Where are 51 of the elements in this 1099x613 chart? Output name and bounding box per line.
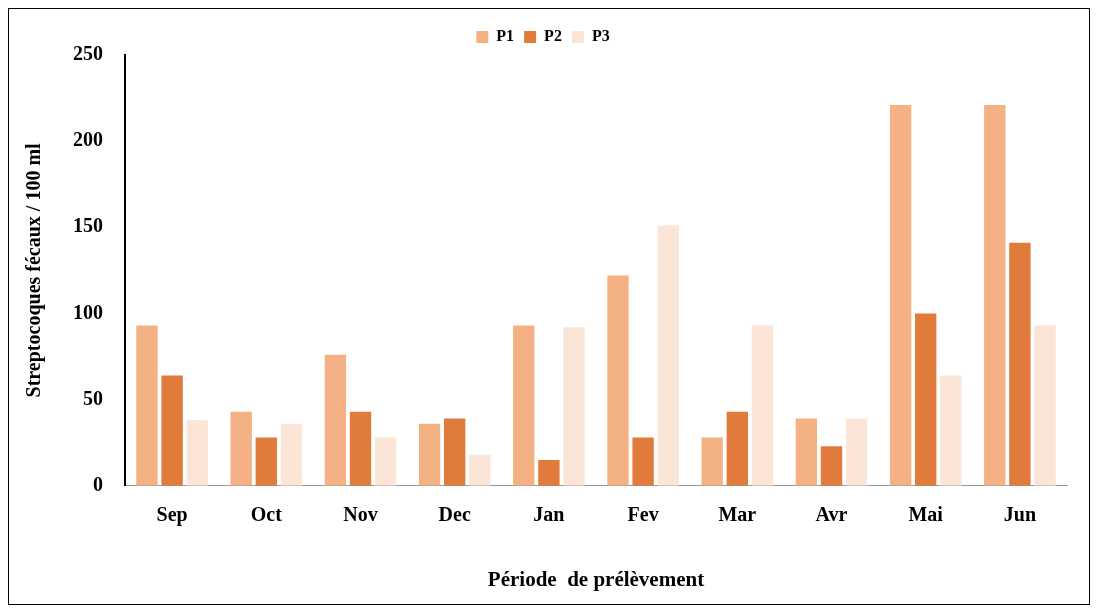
bar: [984, 104, 1006, 486]
bar: [726, 411, 748, 486]
x-tick-label: Sep: [156, 502, 188, 526]
bar: [795, 418, 818, 486]
bar: [563, 327, 585, 486]
bar: [513, 325, 535, 486]
x-tick-label: Mai: [908, 502, 944, 525]
bar: [1009, 242, 1031, 486]
x-tick-label: Fev: [627, 502, 659, 525]
bar: [136, 325, 158, 486]
y-tick-label: 150: [73, 214, 103, 237]
bar: [657, 225, 679, 486]
x-tick-label: Oct: [250, 502, 283, 525]
y-tick-label: 250: [73, 42, 103, 65]
y-tick-label: 50: [83, 386, 103, 409]
x-tick-label: Avr: [815, 502, 848, 525]
bar: [915, 313, 937, 486]
bar: [632, 437, 654, 486]
bar: [889, 104, 912, 486]
bar: [186, 420, 208, 486]
bar: [161, 375, 183, 486]
bar: [280, 423, 303, 486]
bar: [230, 411, 252, 486]
x-tick-label: Dec: [438, 502, 471, 525]
bar: [324, 354, 347, 486]
x-tick-label: Jun: [1003, 502, 1037, 525]
bar: [940, 375, 962, 486]
bar: [538, 459, 560, 486]
bar: [418, 423, 441, 486]
y-tick-label: 200: [73, 128, 103, 151]
legend-label: P1: [496, 27, 515, 45]
bar: [845, 418, 868, 486]
bar: [255, 437, 277, 486]
x-tick-label: Nov: [343, 502, 378, 525]
legend-label: P3: [591, 27, 610, 45]
y-tick-label: 0: [93, 472, 103, 495]
bar: [444, 418, 466, 486]
bar: [751, 325, 774, 486]
y-tick-label: 100: [73, 300, 103, 323]
bar: [820, 446, 843, 486]
bar: [1034, 325, 1056, 486]
y-axis-title: Streptocoques fécaux / 100 ml: [22, 142, 46, 398]
x-axis-title: Période de prélèvement: [487, 566, 705, 591]
bar: [374, 437, 397, 486]
x-tick-label: Jan: [533, 502, 565, 525]
bar: [349, 411, 372, 486]
legend-label: P2: [544, 27, 562, 45]
x-tick-label: Mar: [718, 502, 757, 525]
bar: [701, 437, 723, 486]
bar: [469, 454, 491, 486]
bar: [607, 275, 629, 486]
